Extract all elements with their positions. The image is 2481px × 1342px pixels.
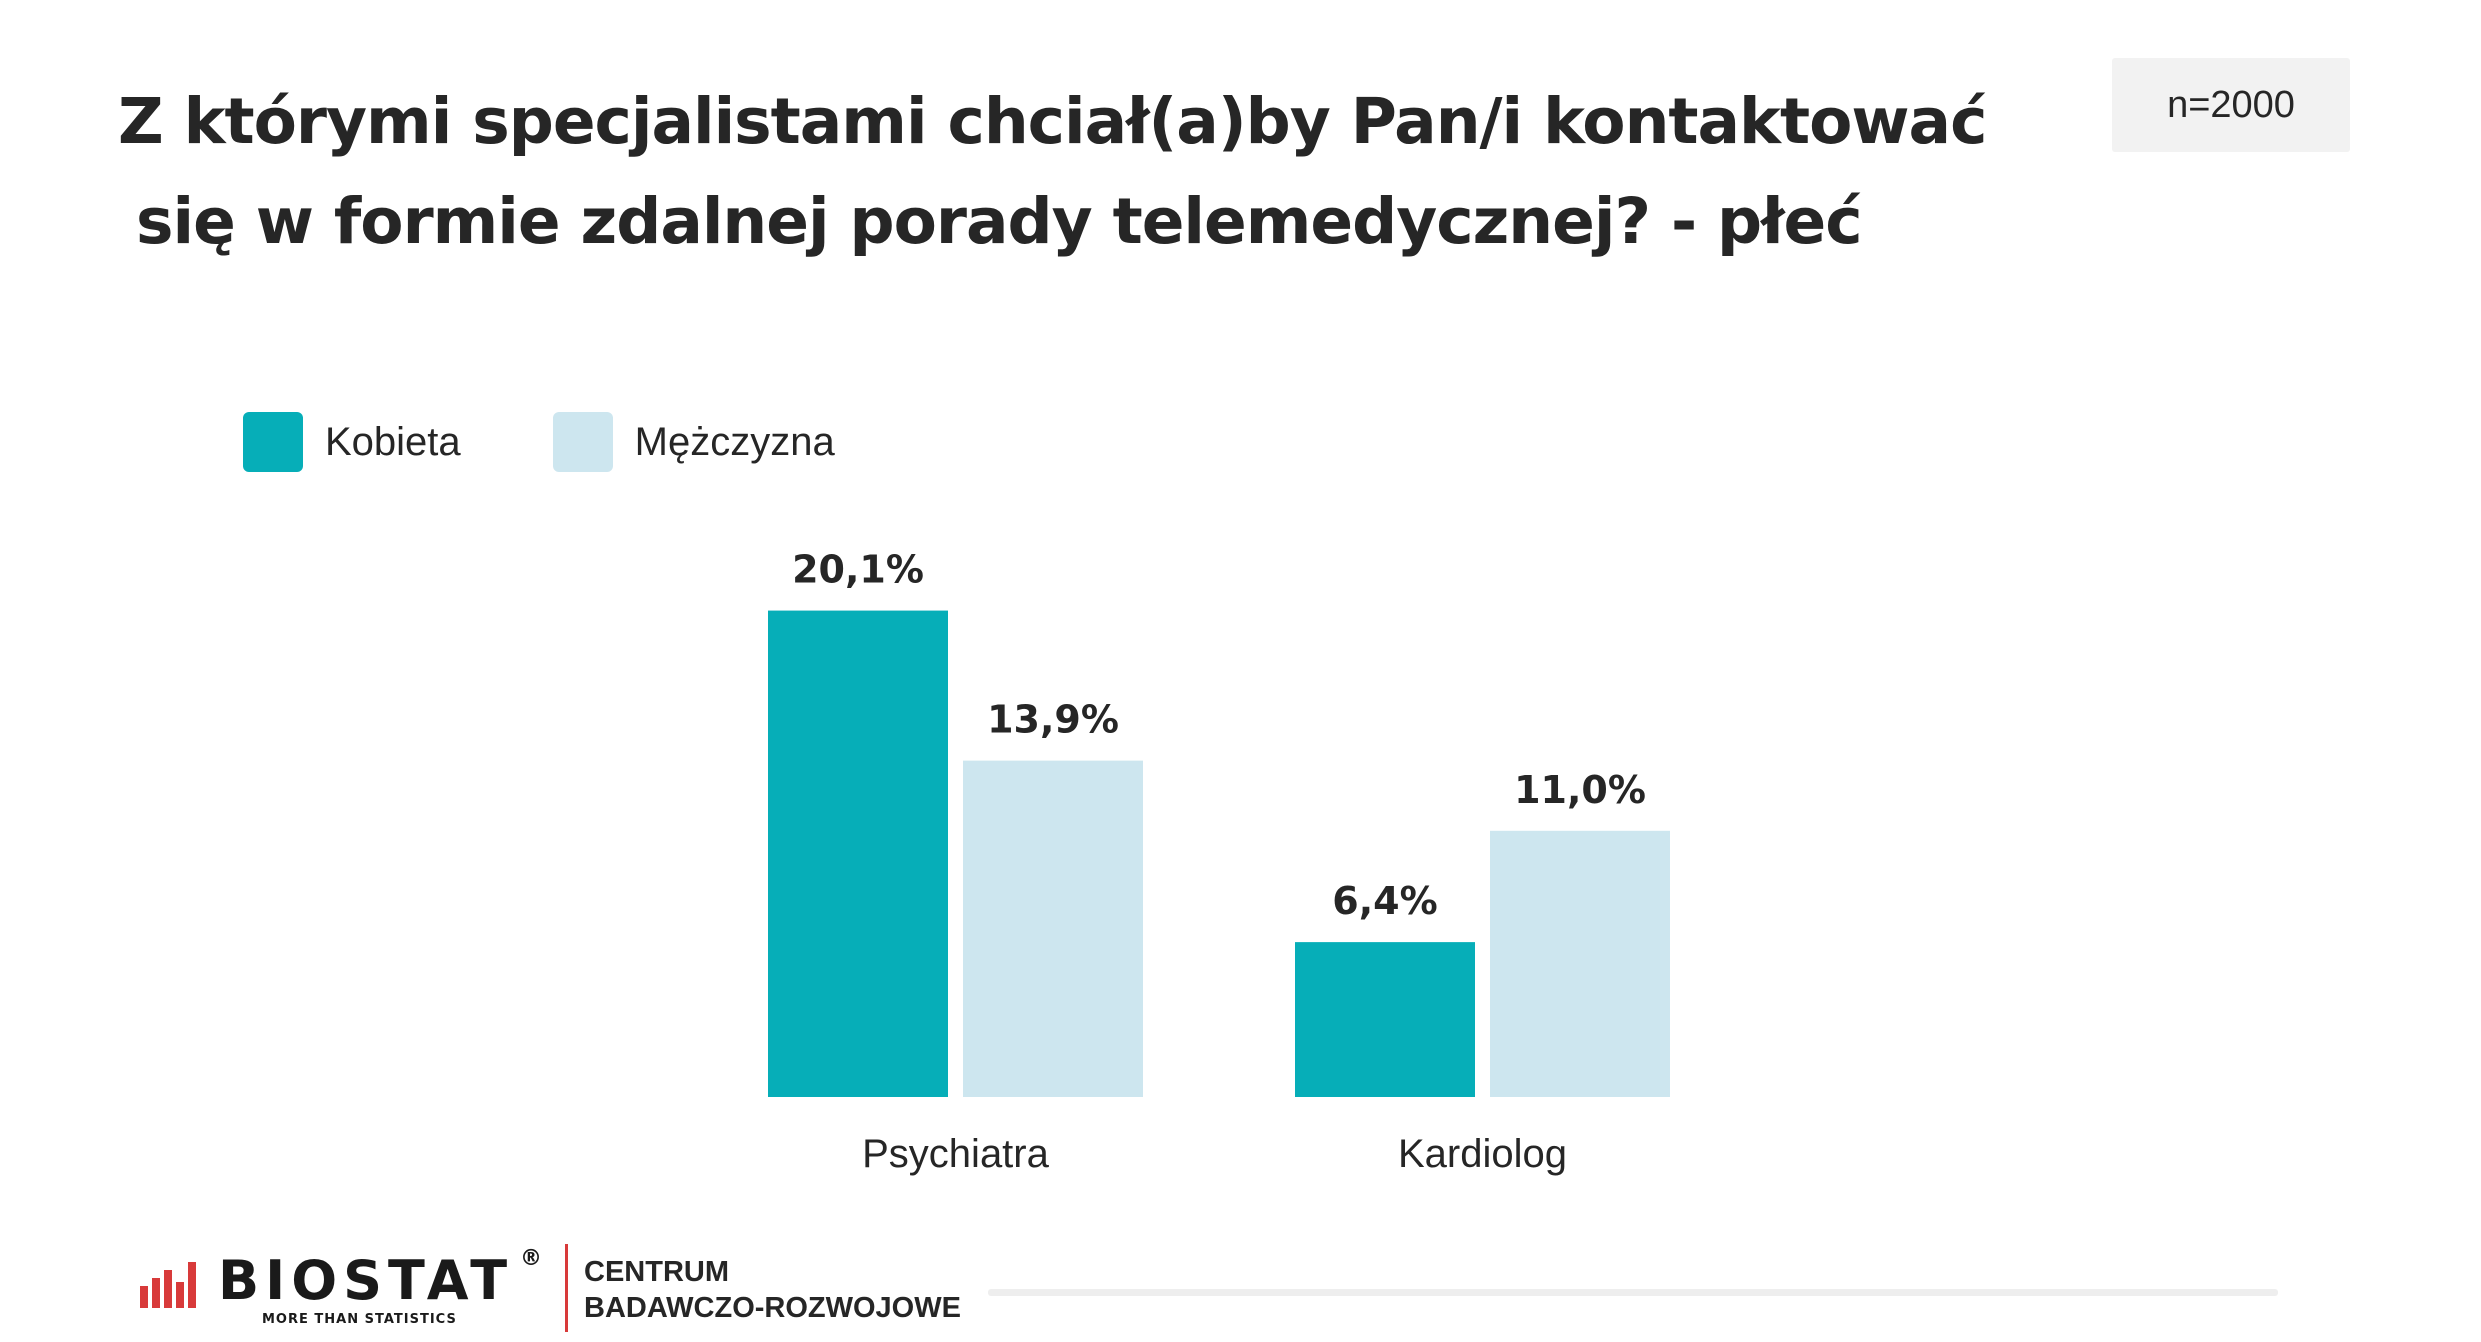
bar-kobieta-kardiolog (1295, 942, 1475, 1097)
bar-mężczyzna-kardiolog (1490, 830, 1670, 1097)
legend-label-kobieta: Kobieta (325, 419, 461, 464)
legend-swatch-kobieta (243, 412, 303, 472)
legend-item-mezczyzna: Mężczyzna (552, 412, 835, 472)
category-label-psychiatra: Psychiatra (862, 1132, 1049, 1176)
biostat-logo: BIOSTAT ® MORE THAN STATISTICS (140, 1246, 580, 1336)
category-label-kardiolog: Kardiolog (1398, 1132, 1567, 1176)
page-title: Z którymi specjalistami chciał(a)by Pan/… (118, 72, 2078, 272)
logo-tagline: MORE THAN STATISTICS (262, 1312, 457, 1327)
data-label-kobieta-kardiolog: 6,4% (1332, 879, 1437, 923)
center-line-2: BADAWCZO-ROZWOJOWE (584, 1292, 961, 1324)
logo-registered-mark: ® (520, 1246, 542, 1271)
legend-item-kobieta: Kobieta (243, 412, 461, 472)
data-label-kobieta-psychiatra: 20,1% (792, 548, 924, 592)
chart-legend: Kobieta Mężczyzna (243, 412, 927, 472)
legend-label-mezczyzna: Mężczyzna (634, 419, 835, 464)
footer-divider (565, 1244, 568, 1332)
legend-swatch-mezczyzna (552, 412, 613, 472)
title-line-1: Z którymi specjalistami chciał(a)by Pan/… (118, 85, 1987, 158)
title-line-2: się w formie zdalnej porady telemedyczne… (136, 185, 1863, 258)
center-line-1: CENTRUM (584, 1256, 729, 1288)
logo-wordmark: BIOSTAT (218, 1249, 514, 1312)
sample-size-badge: n=2000 (2112, 58, 2350, 152)
data-label-mężczyzna-kardiolog: 11,0% (1514, 768, 1646, 812)
logo-bars-icon (140, 1262, 196, 1308)
footer-rule (988, 1289, 2278, 1296)
research-center-label: CENTRUM BADAWCZO-ROZWOJOWE (584, 1254, 961, 1326)
bar-kobieta-psychiatra (768, 610, 948, 1097)
data-label-mężczyzna-psychiatra: 13,9% (987, 698, 1119, 742)
bar-mężczyzna-psychiatra (963, 760, 1143, 1097)
bar-chart: 20,1% 13,9% Psychiatra 6,4% 11,0% Kardiolog (768, 548, 1670, 1176)
